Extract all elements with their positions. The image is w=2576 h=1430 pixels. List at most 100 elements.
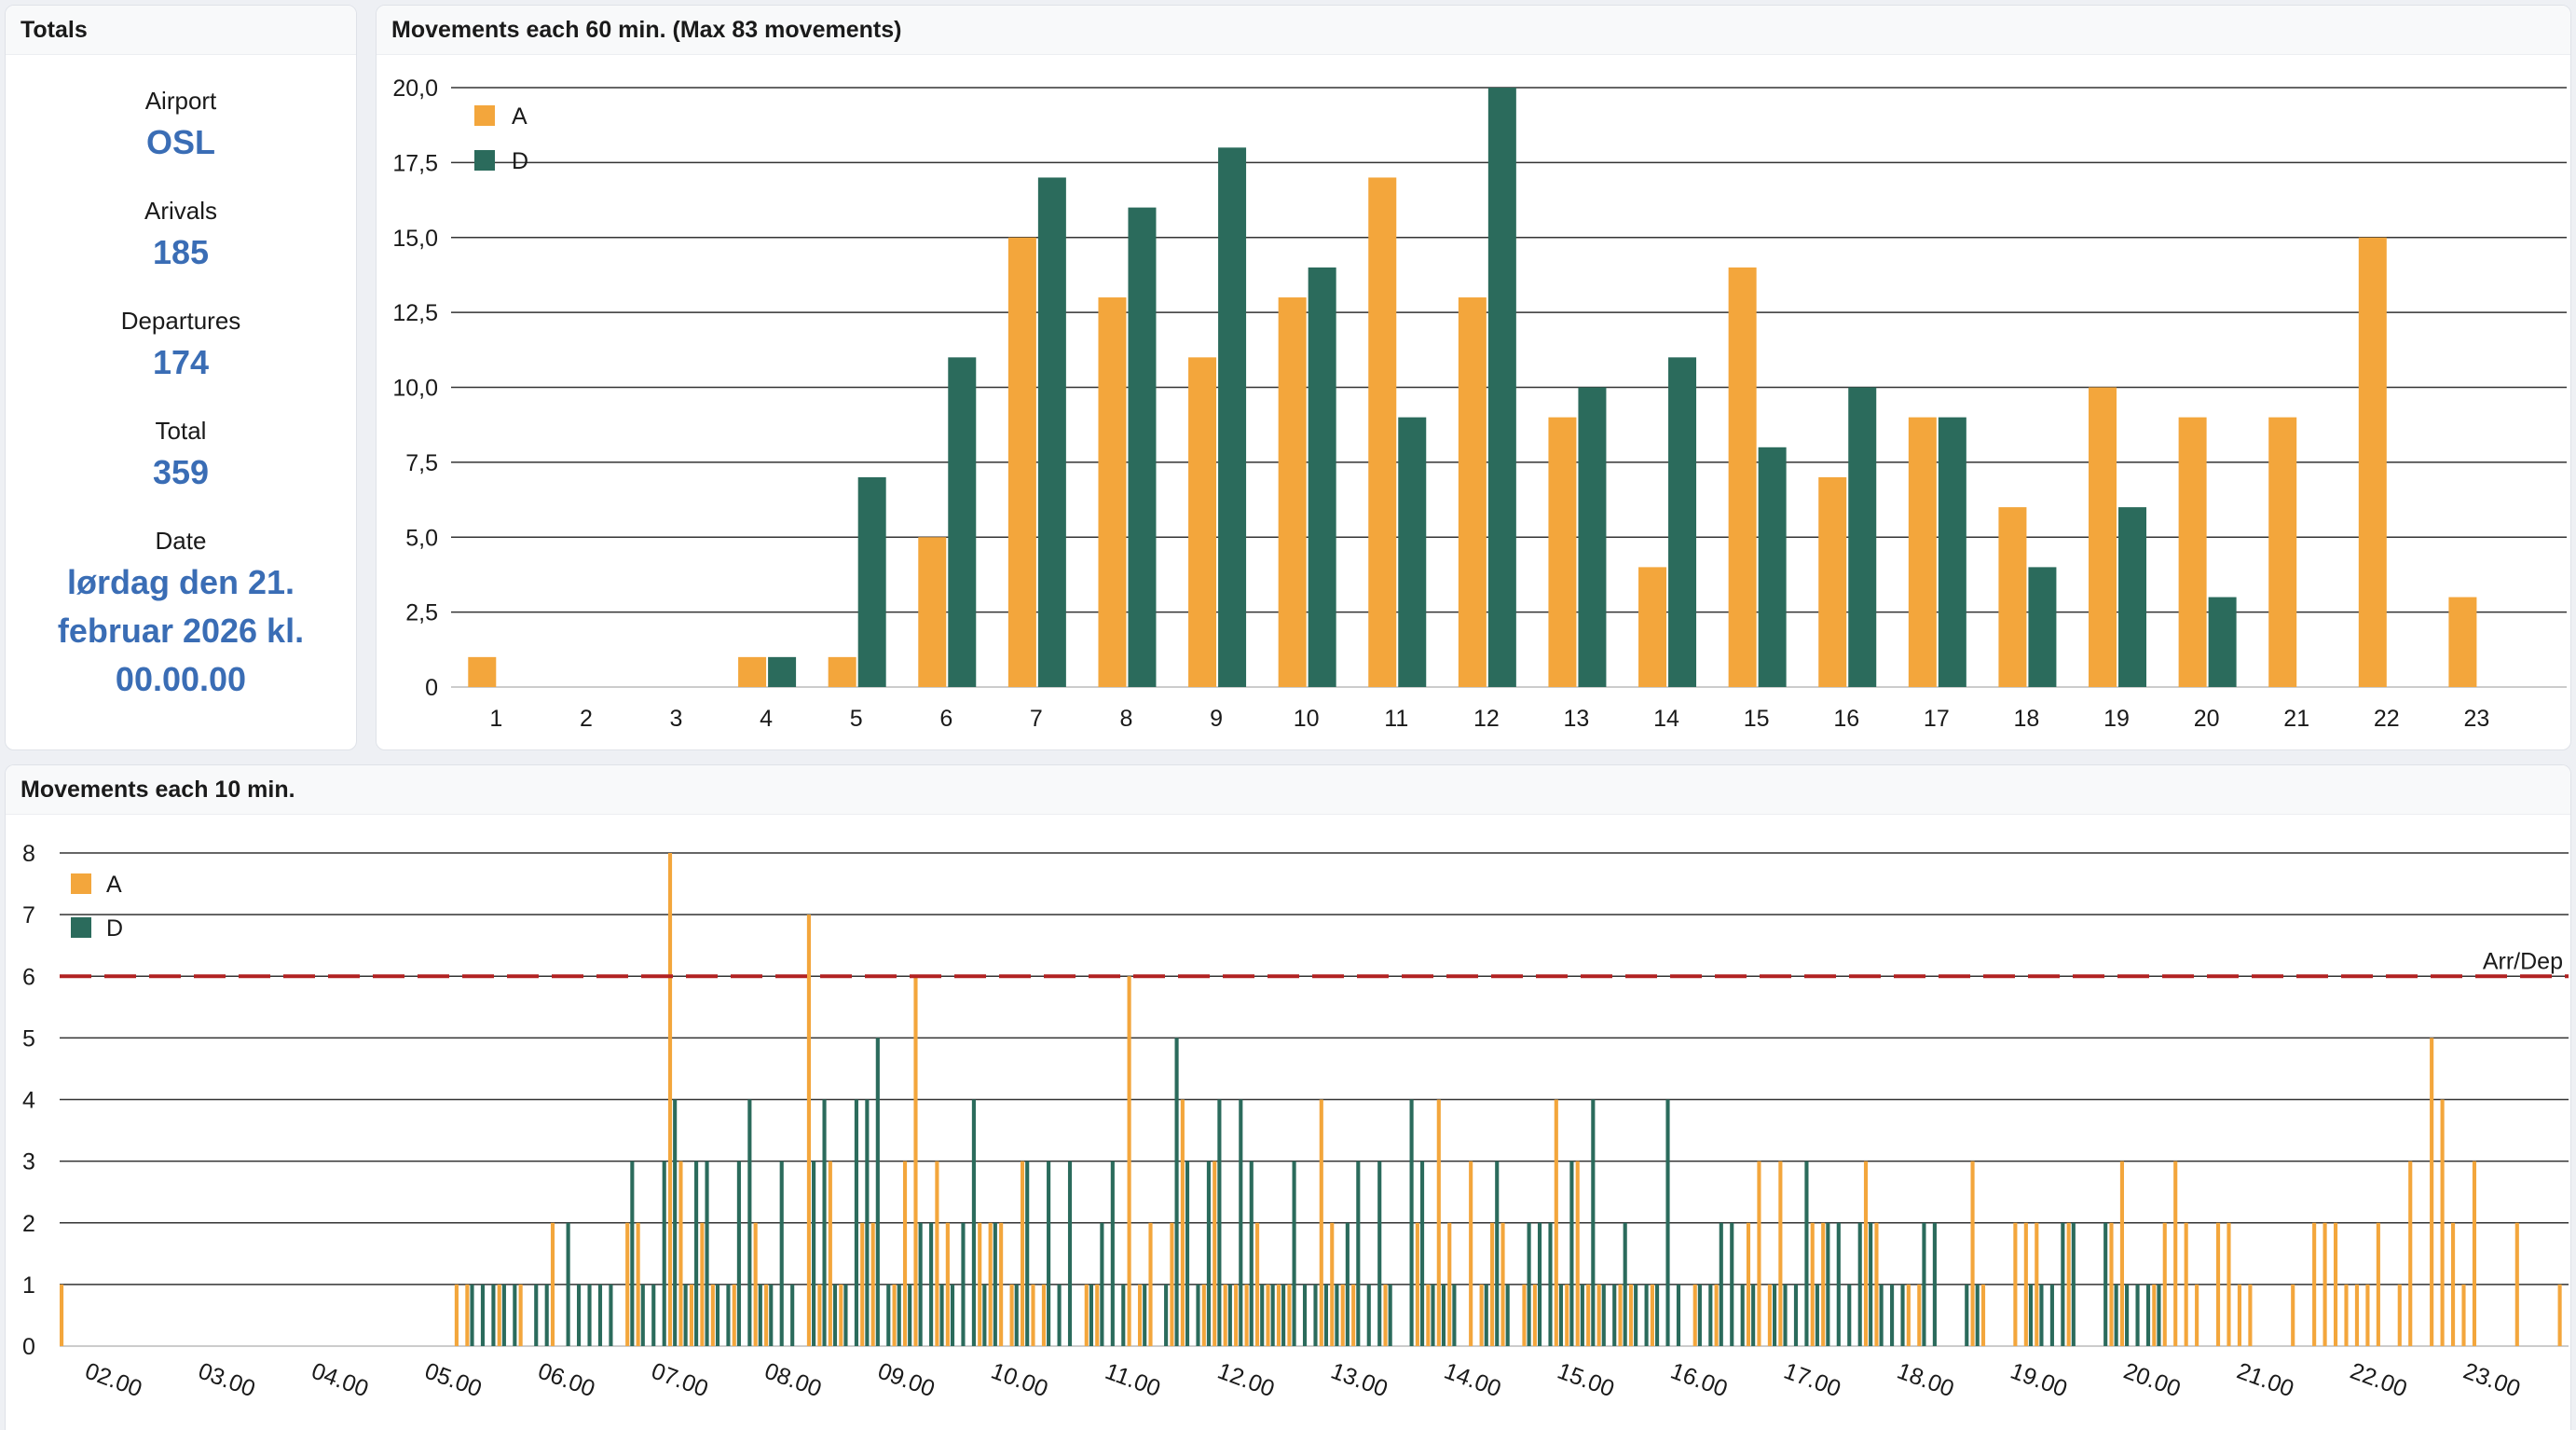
departure-bar xyxy=(1751,1284,1756,1346)
y-tick-label: 17,5 xyxy=(392,150,438,176)
departure-bar xyxy=(1548,1222,1553,1346)
arrival-bar xyxy=(1426,1284,1431,1346)
x-tick-label: 21 xyxy=(2283,706,2309,732)
departure-bar xyxy=(566,1222,570,1346)
arrival-bar xyxy=(2514,1222,2519,1346)
arrival-bar xyxy=(1223,1284,1227,1346)
arrival-bar xyxy=(1148,1222,1153,1346)
arrival-bar xyxy=(1447,1222,1452,1346)
departure-bar xyxy=(1067,1161,1073,1346)
arrival-bar xyxy=(935,1161,939,1346)
arrival-bar xyxy=(1714,1284,1719,1346)
total-label: Total xyxy=(155,417,207,445)
departure-bar xyxy=(597,1284,603,1346)
arrival-bar xyxy=(2344,1284,2349,1346)
departure-bar xyxy=(1089,1284,1093,1346)
departure-bar xyxy=(1612,1284,1617,1346)
x-tick-label: 06.00 xyxy=(535,1358,598,1403)
departure-bar xyxy=(1217,1099,1222,1346)
departure-bar xyxy=(918,1222,923,1346)
departure-bar xyxy=(1826,1222,1830,1346)
arrival-bar xyxy=(1618,1284,1623,1346)
departure-bar xyxy=(1922,1222,1926,1346)
legend-label-a: A xyxy=(106,872,122,898)
departure-bar xyxy=(470,1284,474,1346)
departure-bar xyxy=(1815,1284,1819,1346)
arrival-bar xyxy=(1757,1161,1761,1346)
arrivals-label: Arivals xyxy=(144,197,217,225)
departure-bar xyxy=(1227,1284,1232,1346)
x-tick-label: 17 xyxy=(1924,706,1950,732)
arrival-bar xyxy=(1818,476,1847,687)
departure-bar xyxy=(1431,1284,1435,1346)
departure-bar xyxy=(1793,1284,1799,1346)
arrival-bar xyxy=(1980,1284,1986,1346)
departure-bar xyxy=(1634,1284,1638,1346)
departure-bar xyxy=(1260,1284,1265,1346)
arrival-bar xyxy=(1278,297,1307,687)
arrival-bar xyxy=(1746,1222,1751,1346)
x-tick-label: 17.00 xyxy=(1780,1358,1843,1403)
arrival-bar xyxy=(1906,1284,1911,1346)
total-value: 359 xyxy=(152,453,210,491)
departure-bar xyxy=(1313,1284,1318,1346)
arrival-bar xyxy=(2173,1161,2178,1346)
departure-bar xyxy=(1537,1222,1542,1346)
arrival-bar xyxy=(2152,1284,2157,1346)
departure-bar xyxy=(1668,357,1697,687)
departure-bar xyxy=(1697,1284,1702,1346)
arrival-bar xyxy=(2430,1038,2434,1346)
arrival-bar xyxy=(1554,1099,1558,1346)
departure-bar xyxy=(1708,1284,1713,1346)
departure-bar xyxy=(1601,1284,1606,1346)
departure-bar xyxy=(1890,1284,1895,1346)
y-tick-label: 4 xyxy=(22,1088,35,1114)
x-tick-label: 11 xyxy=(1384,706,1408,732)
arrival-bar xyxy=(518,1284,523,1346)
x-tick-label: 23 xyxy=(2463,706,2489,732)
arrival-bar xyxy=(454,1284,459,1346)
arrival-bar xyxy=(1098,297,1127,687)
y-tick-label: 0 xyxy=(425,675,438,701)
arrival-bar xyxy=(764,1284,769,1346)
departure-bar xyxy=(640,1284,645,1346)
date-label: Date xyxy=(155,527,207,555)
tenmin-chart-panel: Movements each 10 min. 0 1 2 3 4 5 6 7 8 Arr/Dep 0… xyxy=(5,764,2571,1430)
x-tick-label: 16 xyxy=(1833,706,1859,732)
hourly-chart: 02,55,07,510,012,515,017,520,01 2 3 4 5 6 7 8 9 1… xyxy=(392,76,2567,732)
arrival-bar xyxy=(2376,1222,2380,1346)
departure-bar xyxy=(812,1161,816,1346)
arrival-bar xyxy=(1863,1161,1869,1346)
departure-bar xyxy=(2028,567,2057,687)
x-tick-label: 2 xyxy=(580,706,593,732)
x-tick-label: 6 xyxy=(939,706,952,732)
arrival-bar xyxy=(1340,1284,1345,1346)
arrival-bar xyxy=(465,1284,470,1346)
x-tick-label: 16.00 xyxy=(1667,1358,1731,1403)
arrival-bar xyxy=(1244,1284,1249,1346)
arrival-bar xyxy=(902,1161,908,1346)
x-tick-label: 7 xyxy=(1030,706,1043,732)
arrival-bar xyxy=(1007,237,1036,687)
arrival-bar xyxy=(1041,1284,1047,1346)
legend-label-d: D xyxy=(106,915,123,942)
arrival-bar xyxy=(1821,1222,1826,1346)
arrival-bar xyxy=(636,1222,640,1346)
legend-label-a: A xyxy=(512,103,528,130)
departure-bar xyxy=(1740,1284,1745,1346)
departure-bar xyxy=(1249,1161,1254,1346)
departure-bar xyxy=(491,1284,496,1346)
arrival-bar xyxy=(2461,1284,2466,1346)
airport-value: OSL xyxy=(145,123,215,161)
y-tick-label: 20,0 xyxy=(392,76,438,102)
arrival-bar xyxy=(1254,1222,1260,1346)
departure-bar xyxy=(1857,1222,1862,1346)
arrival-bar xyxy=(945,1222,950,1346)
departure-bar xyxy=(1452,1284,1457,1346)
departure-bar xyxy=(1932,1222,1937,1346)
departure-bar xyxy=(1558,1284,1564,1346)
x-tick-label: 13.00 xyxy=(1327,1358,1391,1403)
arrival-bar xyxy=(2354,1284,2360,1346)
departure-bar xyxy=(1398,417,1427,687)
arrival-bar xyxy=(1458,297,1487,687)
